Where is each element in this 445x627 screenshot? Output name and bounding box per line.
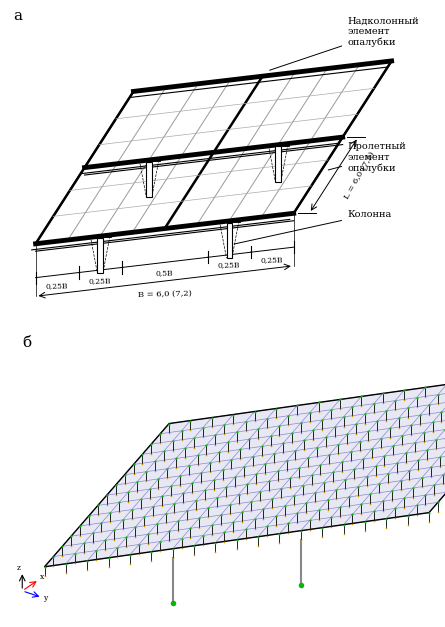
Text: Колонна: Колонна [234,210,391,244]
Text: 0,5B: 0,5B [156,268,174,277]
Text: а: а [13,9,22,23]
Bar [275,147,281,182]
Text: L = 6,0 (7,2): L = 6,0 (7,2) [343,150,376,201]
Bar [227,223,232,258]
Bar [146,162,152,198]
Text: 0,25B: 0,25B [218,261,241,270]
Text: Пролетный
элемент
опалубки: Пролетный элемент опалубки [328,142,406,172]
Text: B = 6,0 (7,2): B = 6,0 (7,2) [138,290,192,299]
Polygon shape [44,369,445,567]
Text: 0,25B: 0,25B [46,281,69,290]
Text: z: z [17,564,21,572]
Text: 0,25B: 0,25B [261,256,283,265]
Text: б: б [22,336,32,350]
Text: y: y [43,594,48,602]
Text: 0,25B: 0,25B [89,276,112,285]
Bar [97,238,103,273]
Polygon shape [36,61,392,244]
Text: Надколонный
элемент
опалубки: Надколонный элемент опалубки [270,17,419,70]
Text: x: x [40,573,44,581]
